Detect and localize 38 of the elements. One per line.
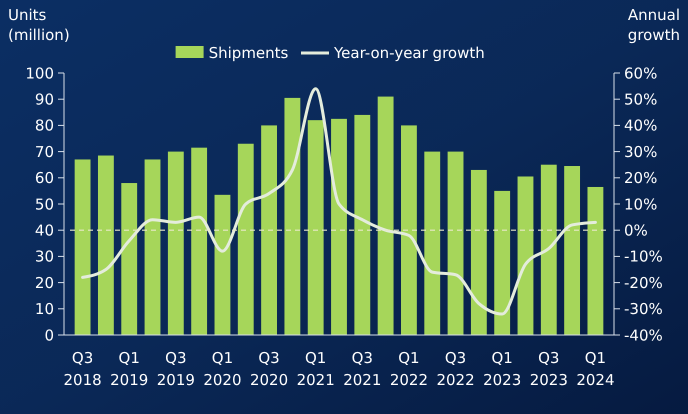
legend-label: Year-on-year growth — [333, 44, 485, 62]
y2-tick-label: 30% — [624, 142, 658, 161]
y2-axis-title: Annual growth — [628, 6, 680, 44]
y-tick-label: 100 — [25, 64, 54, 82]
y-tick-label: 50 — [34, 195, 54, 214]
x-tick-label: Q1 2024 — [576, 349, 615, 389]
x-tick-label: Q1 2021 — [296, 349, 335, 389]
x-tick-label: Q3 2018 — [63, 349, 102, 389]
y2-tick-label: 0% — [624, 221, 648, 240]
y2-tick-label: 60% — [624, 64, 658, 82]
y-tick-label: 10 — [34, 300, 54, 318]
y2-tick-label: -30% — [624, 300, 663, 318]
y2-tick-label: -40% — [624, 326, 663, 344]
x-tick-label: Q3 2022 — [436, 349, 475, 389]
x-tick-label: Q1 2022 — [390, 349, 428, 389]
y2-tick-label: 20% — [624, 169, 658, 188]
x-tick-label: Q3 2020 — [250, 349, 288, 389]
x-tick-label: Q3 2021 — [343, 349, 382, 389]
y-axis-title: Units (million) — [8, 6, 70, 44]
y-tick-label: 40 — [34, 221, 54, 240]
y-tick-label: 80 — [34, 116, 54, 135]
y2-tick-label: 10% — [624, 195, 658, 214]
y2-tick-label: 40% — [624, 116, 658, 135]
y-tick-label: 90 — [34, 90, 54, 108]
y-tick-label: 70 — [34, 142, 54, 161]
y2-tick-label: -10% — [624, 248, 663, 266]
y-tick-label: 60 — [34, 169, 54, 188]
y2-tick-label: -20% — [624, 274, 663, 292]
y2-tick-label: 50% — [624, 90, 658, 108]
y-tick-label: 20 — [34, 274, 54, 292]
x-tick-label: Q3 2023 — [530, 349, 568, 389]
x-tick-label: Q1 2019 — [110, 349, 148, 389]
y-tick-label: 0 — [44, 326, 54, 344]
x-tick-label: Q1 2020 — [203, 349, 242, 389]
y-tick-label: 30 — [34, 248, 54, 266]
x-tick-label: Q3 2019 — [156, 349, 195, 389]
x-tick-label: Q1 2023 — [483, 349, 522, 389]
legend-label: Shipments — [208, 44, 289, 62]
